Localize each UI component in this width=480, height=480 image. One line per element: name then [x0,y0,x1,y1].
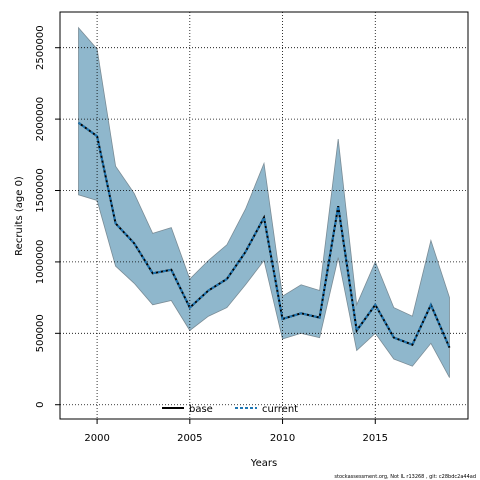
series-line-layer [77,121,451,348]
confidence-band-layer [78,26,450,378]
series-line-current [77,121,451,348]
x-tick-label: 2005 [177,433,202,444]
x-tick-label: 2015 [363,433,388,444]
y-tick-label: 0 [35,402,46,408]
y-tick-label: 2500000 [35,25,46,70]
confidence-band [78,26,450,378]
x-axis-title: Years [250,458,277,469]
y-axis-title: Recruits (age 0) [14,176,25,256]
y-tick-label: 2000000 [35,97,46,142]
grid-layer [60,12,468,419]
legend-label-base: base [189,404,213,415]
plot-frame [59,11,469,420]
y-tick-label: 1500000 [35,168,46,213]
y-tick-label: 500000 [35,314,46,352]
footer-credit: stockassessment.org, Not IL r13268 , git… [334,474,476,480]
axis-layer: 2000 2005 2010 2015 0 500000 1000000 1500000 200… [35,25,388,444]
legend-label-current: current [262,404,298,415]
x-tick-label: 2010 [270,433,295,444]
y-tick-label: 1000000 [35,240,46,285]
legend: base current [162,404,298,415]
x-tick-label: 2000 [84,433,109,444]
